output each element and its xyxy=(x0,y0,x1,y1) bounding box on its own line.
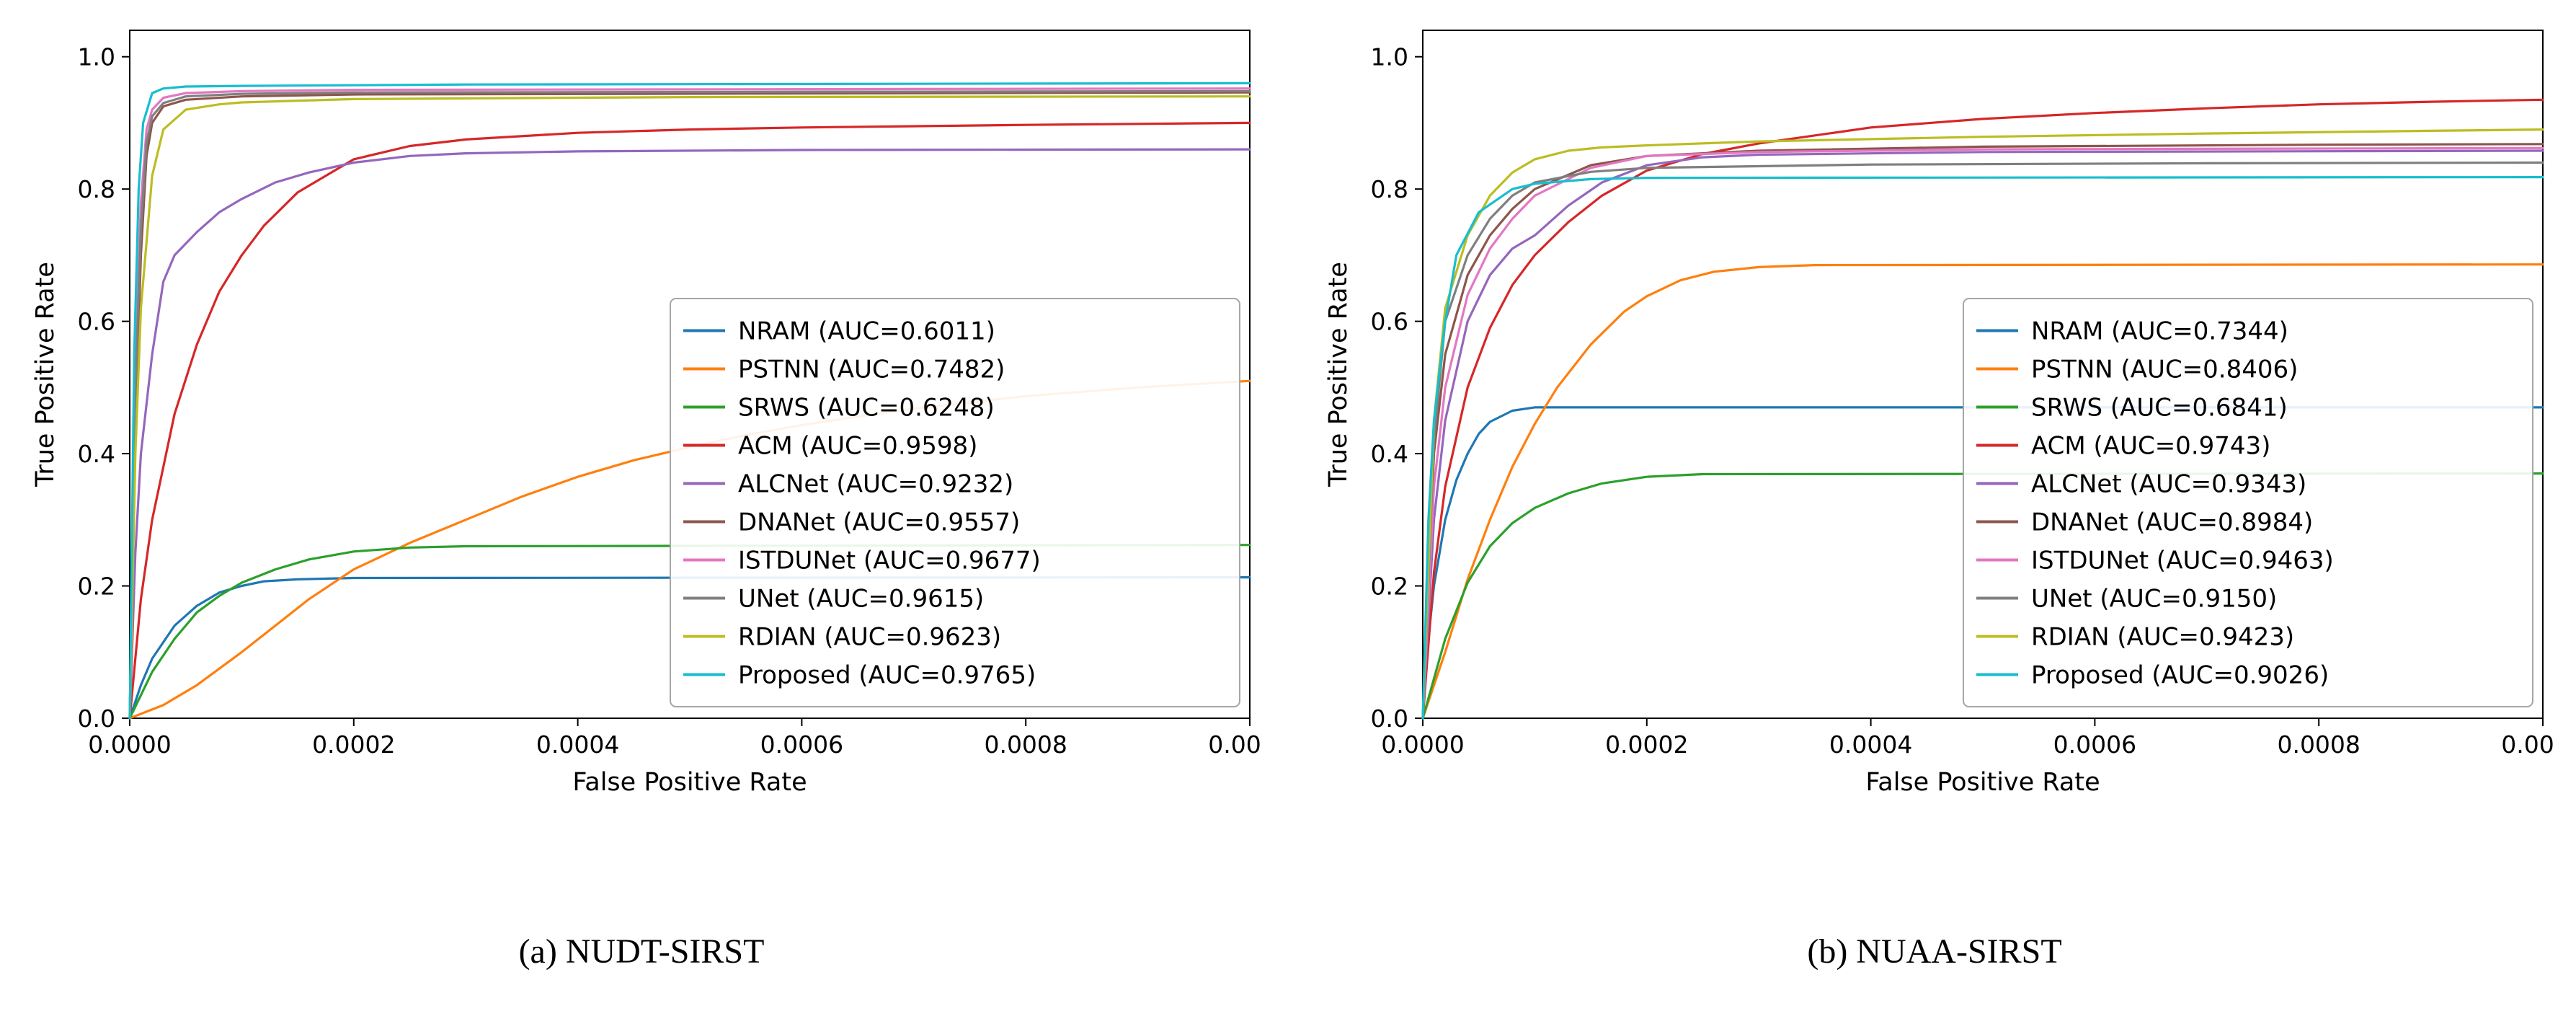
legend-label-dnanet: DNANet (AUC=0.8984) xyxy=(2031,508,2313,537)
series-acm xyxy=(128,121,1251,720)
legend-label-nram: NRAM (AUC=0.6011) xyxy=(738,317,995,346)
x-tick-label: 0.0008 xyxy=(984,730,1067,759)
roc-plot: 0.0000 0.0002 0.0004 0.0006 0.0008 0.0010 0.0 0… xyxy=(20,10,1292,924)
roc-chart-nudt-sirst: 0.0000 0.0002 0.0004 0.0006 0.0008 0.0010 0.0 0… xyxy=(20,10,1292,924)
x-tick-label: 0.0002 xyxy=(1605,730,1688,759)
legend: NRAM (AUC=0.7344) PSTNN (AUC=0.8406) SRWS … xyxy=(1963,298,2533,707)
x-tick-label: 0.0010 xyxy=(1208,730,1263,759)
legend-label-acm: ACM (AUC=0.9743) xyxy=(2031,432,2270,461)
series-proposed xyxy=(1421,176,2544,720)
series-dnanet xyxy=(1421,143,2544,720)
figure-a: 0.0000 0.0002 0.0004 0.0006 0.0008 0.0010 0.0 0… xyxy=(20,10,1292,1011)
series-srws xyxy=(128,544,1251,720)
y-tick-label: 1.0 xyxy=(78,43,115,71)
legend-label-srws: SRWS (AUC=0.6841) xyxy=(2031,394,2288,423)
legend-label-unet: UNet (AUC=0.9150) xyxy=(2031,585,2277,614)
legend-label-proposed: Proposed (AUC=0.9026) xyxy=(2031,661,2329,690)
y-tick-label: 0.0 xyxy=(78,705,115,733)
legend-label-nram: NRAM (AUC=0.7344) xyxy=(2031,317,2288,346)
x-tick-label: 0.0008 xyxy=(2277,730,2360,759)
caption-a: (a) NUDT-SIRST xyxy=(518,932,765,971)
legend-label-proposed: Proposed (AUC=0.9765) xyxy=(738,661,1036,690)
x-tick-label: 0.0006 xyxy=(760,730,843,759)
y-axis-label: True Positive Rate xyxy=(31,262,60,487)
series-alcnet xyxy=(1421,149,2544,720)
caption-b: (b) NUAA-SIRST xyxy=(1807,932,2062,971)
y-tick-label: 0.8 xyxy=(78,175,115,203)
y-tick-label: 0.2 xyxy=(1371,573,1408,601)
x-tick-label: 0.0004 xyxy=(1829,730,1912,759)
legend-label-istdunet: ISTDUNet (AUC=0.9677) xyxy=(738,547,1041,575)
y-tick-label: 0.6 xyxy=(78,308,115,336)
y-tick-label: 0.4 xyxy=(1371,440,1408,468)
legend-label-dnanet: DNANet (AUC=0.9557) xyxy=(738,508,1020,537)
series-alcnet xyxy=(128,148,1251,720)
legend-label-alcnet: ALCNet (AUC=0.9232) xyxy=(738,470,1013,499)
x-tick-label: 0.0006 xyxy=(2053,730,2136,759)
series-srws xyxy=(1421,472,2544,720)
x-tick-label: 0.0000 xyxy=(88,730,171,759)
legend-box xyxy=(1963,298,2533,707)
legend-label-acm: ACM (AUC=0.9598) xyxy=(738,432,977,461)
legend: NRAM (AUC=0.6011) PSTNN (AUC=0.7482) SRWS … xyxy=(670,298,1240,707)
legend-label-alcnet: ALCNet (AUC=0.9343) xyxy=(2031,470,2306,499)
y-tick-label: 1.0 xyxy=(1371,43,1408,71)
series-istdunet xyxy=(1421,146,2544,720)
series-acm xyxy=(1421,98,2544,720)
x-axis-label: False Positive Rate xyxy=(1865,768,2100,797)
legend-box xyxy=(670,298,1240,707)
legend-label-pstnn: PSTNN (AUC=0.8406) xyxy=(2031,356,2298,384)
y-tick-label: 0.0 xyxy=(1371,705,1408,733)
series-unet xyxy=(128,89,1251,720)
legend-label-srws: SRWS (AUC=0.6248) xyxy=(738,394,995,423)
y-tick-label: 0.2 xyxy=(78,573,115,601)
legend-label-pstnn: PSTNN (AUC=0.7482) xyxy=(738,356,1005,384)
x-tick-label: 0.0002 xyxy=(312,730,395,759)
x-axis-label: False Positive Rate xyxy=(572,768,807,797)
legend-label-rdian: RDIAN (AUC=0.9423) xyxy=(2031,623,2294,652)
y-axis-label: True Positive Rate xyxy=(1324,262,1353,487)
series-pstnn xyxy=(1421,263,2544,720)
roc-plot: 0.0000 0.0002 0.0004 0.0006 0.0008 0.0010 0.0 0… xyxy=(1313,10,2576,924)
x-tick-label: 0.0004 xyxy=(536,730,619,759)
x-tick-label: 0.0000 xyxy=(1381,730,1464,759)
x-tick-label: 0.0010 xyxy=(2501,730,2556,759)
y-tick-label: 0.6 xyxy=(1371,308,1408,336)
legend-label-unet: UNet (AUC=0.9615) xyxy=(738,585,984,614)
legend-label-istdunet: ISTDUNet (AUC=0.9463) xyxy=(2031,547,2334,575)
series-rdian xyxy=(128,95,1251,720)
y-tick-label: 0.8 xyxy=(1371,175,1408,203)
legend-label-rdian: RDIAN (AUC=0.9623) xyxy=(738,623,1001,652)
series-proposed xyxy=(128,81,1251,720)
series-nram xyxy=(128,576,1251,720)
figure-b: 0.0000 0.0002 0.0004 0.0006 0.0008 0.0010 0.0 0… xyxy=(1313,10,2576,1011)
y-tick-label: 0.4 xyxy=(78,440,115,468)
roc-chart-nuaa-sirst: 0.0000 0.0002 0.0004 0.0006 0.0008 0.0010 0.0 0… xyxy=(1313,10,2576,924)
